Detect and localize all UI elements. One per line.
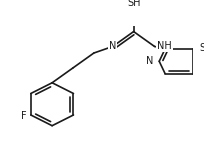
- Text: N: N: [146, 56, 154, 66]
- Text: SH: SH: [127, 0, 140, 8]
- Text: F: F: [21, 111, 27, 121]
- Text: N: N: [109, 41, 116, 52]
- Text: NH: NH: [157, 41, 172, 52]
- Text: S: S: [199, 43, 204, 53]
